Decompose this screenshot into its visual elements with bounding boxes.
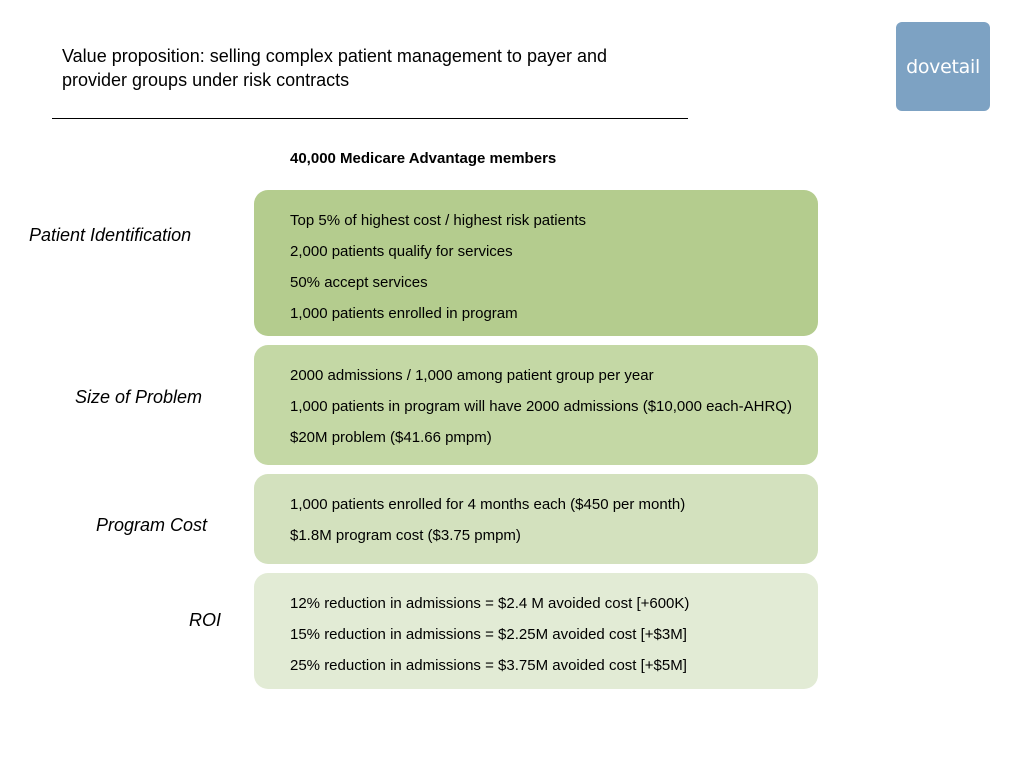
logo-text: dovetail [906,55,980,78]
section-box-roi: 12% reduction in admissions = $2.4 M avo… [254,573,818,689]
section-label-patient-identification: Patient Identification [29,225,192,245]
section-box-size-of-problem: 2000 admissions / 1,000 among patient gr… [254,345,818,465]
title-divider [52,118,688,119]
section-line: 25% reduction in admissions = $3.75M avo… [290,657,687,674]
section-line: $1.8M program cost ($3.75 pmpm) [290,527,521,544]
dovetail-logo: dovetail [896,22,990,111]
section-line: $20M problem ($41.66 pmpm) [290,429,492,446]
section-line: 12% reduction in admissions = $2.4 M avo… [290,595,690,612]
section-box-patient-identification: Top 5% of highest cost / highest risk pa… [254,190,818,336]
section-label-program-cost: Program Cost [96,515,208,535]
section-line: Top 5% of highest cost / highest risk pa… [290,212,586,229]
slide-title-line-2: provider groups under risk contracts [62,70,350,90]
section-line: 1,000 patients in program will have 2000… [290,398,792,415]
section-line: 2000 admissions / 1,000 among patient gr… [290,367,654,384]
section-line: 1,000 patients enrolled in program [290,305,518,322]
section-line: 50% accept services [290,274,428,291]
section-box-program-cost: 1,000 patients enrolled for 4 months eac… [254,474,818,564]
slide-title-line-1: Value proposition: selling complex patie… [62,46,608,66]
section-line: 1,000 patients enrolled for 4 months eac… [290,496,686,513]
section-label-size-of-problem: Size of Problem [75,387,203,407]
section-label-roi: ROI [189,610,222,630]
slide-title: Value proposition: selling complex patie… [62,44,702,92]
member-count-header: 40,000 Medicare Advantage members [290,150,557,167]
section-line: 2,000 patients qualify for services [290,243,513,260]
section-line: 15% reduction in admissions = $2.25M avo… [290,626,687,643]
